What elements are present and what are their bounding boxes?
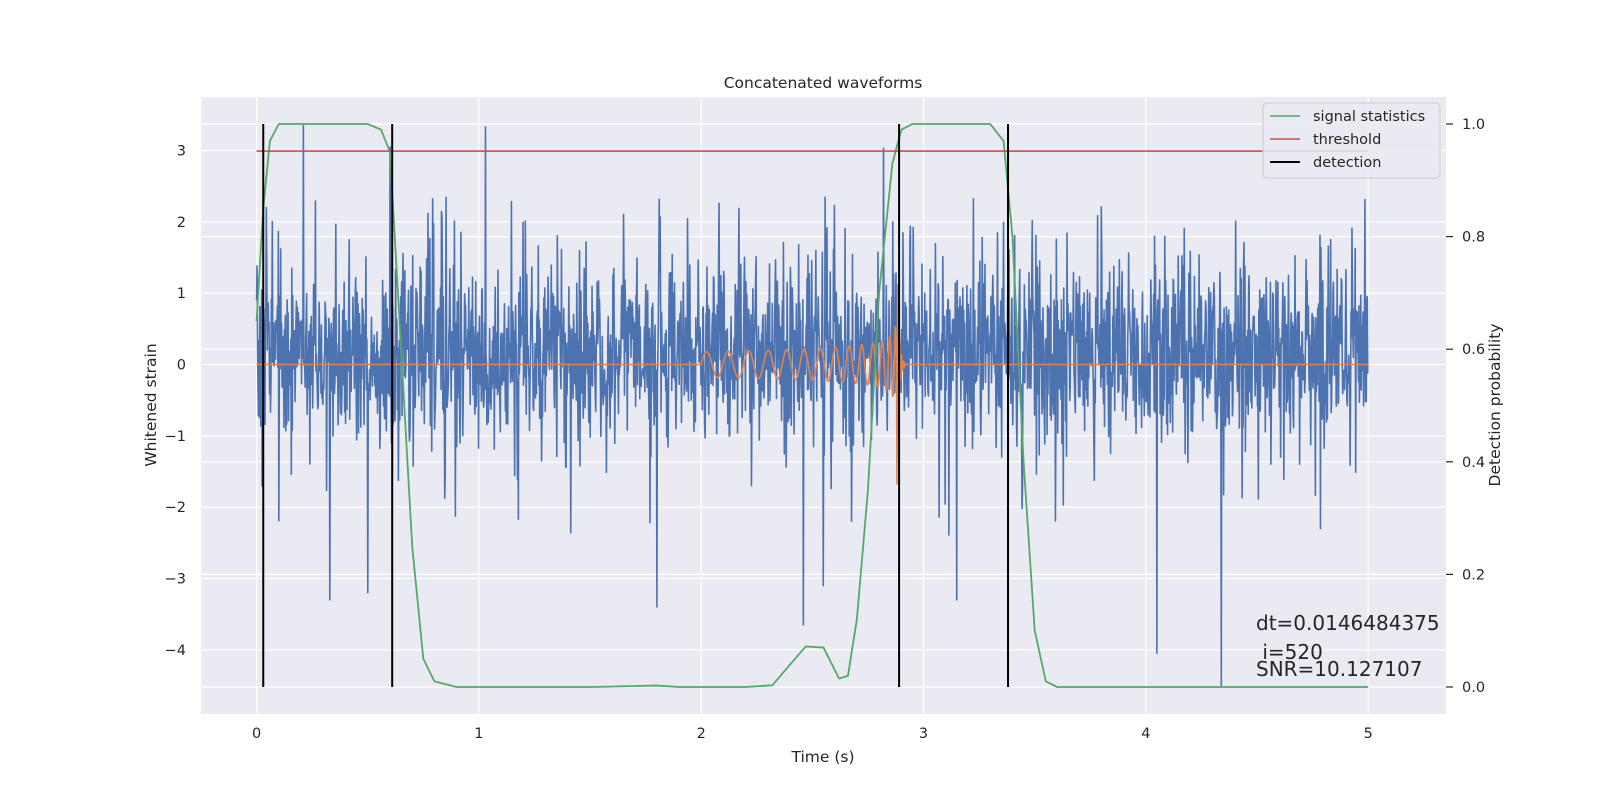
x-tick-label: 1 xyxy=(474,726,483,742)
annotation-index: i=520 xyxy=(1256,640,1323,664)
y-tick-label: −4 xyxy=(165,643,186,659)
signal-statistics-line xyxy=(255,123,1369,688)
x-axis-label: Time (s) xyxy=(790,748,854,766)
y2-tick-label: 0.2 xyxy=(1462,567,1485,583)
annotation-dt: dt=0.0146484375 xyxy=(1256,611,1440,635)
chart-title: Concatenated waveforms xyxy=(724,74,923,92)
y2-tick-label: 0.4 xyxy=(1462,455,1485,471)
y-axis-label: Whitened strain xyxy=(142,343,160,466)
legend-label-threshold: threshold xyxy=(1313,132,1381,148)
y-tick-label: −1 xyxy=(165,429,186,445)
x-tick-label: 3 xyxy=(919,726,928,742)
x-tick-label: 2 xyxy=(697,726,706,742)
y-tick-label: −3 xyxy=(165,571,186,587)
y-tick-label: −2 xyxy=(165,500,186,516)
x-axis-ticks: 0 1 2 3 4 5 xyxy=(252,726,1373,742)
x-tick-label: 5 xyxy=(1364,726,1373,742)
y2-tick-label: 0.0 xyxy=(1462,680,1485,696)
legend-box xyxy=(1262,102,1441,179)
legend-label-detection: detection xyxy=(1313,155,1381,171)
annotation-snr: SNR=10.127107 xyxy=(1256,657,1422,681)
legend-label-signal-statistics: signal statistics xyxy=(1313,109,1425,125)
y2-tick-label: 1.0 xyxy=(1462,117,1485,133)
y-tick-label: 3 xyxy=(177,143,186,159)
annotation-block: dt=0.0146484375 i=520 SNR=10.127107 xyxy=(1256,611,1440,681)
x-tick-label: 0 xyxy=(252,726,261,742)
y-axis-ticks: 3 2 1 0 −1 −2 −3 −4 xyxy=(165,143,186,658)
traces xyxy=(255,123,1369,688)
y-tick-label: 1 xyxy=(177,286,186,302)
legend: signal statistics threshold detection xyxy=(1262,102,1441,179)
y2-tick-label: 0.6 xyxy=(1462,342,1485,358)
noise-trace xyxy=(255,124,1369,687)
y2-tick-label: 0.8 xyxy=(1462,230,1485,246)
y-tick-label: 2 xyxy=(177,215,186,231)
x-tick-label: 4 xyxy=(1141,726,1150,742)
waveform-trace xyxy=(256,284,1369,485)
y-tick-label: 0 xyxy=(177,357,186,373)
right-axis-label: Detection probability xyxy=(1486,324,1504,487)
right-axis-ticks: 1.0 0.8 0.6 0.4 0.2 0.0 xyxy=(1446,117,1485,696)
